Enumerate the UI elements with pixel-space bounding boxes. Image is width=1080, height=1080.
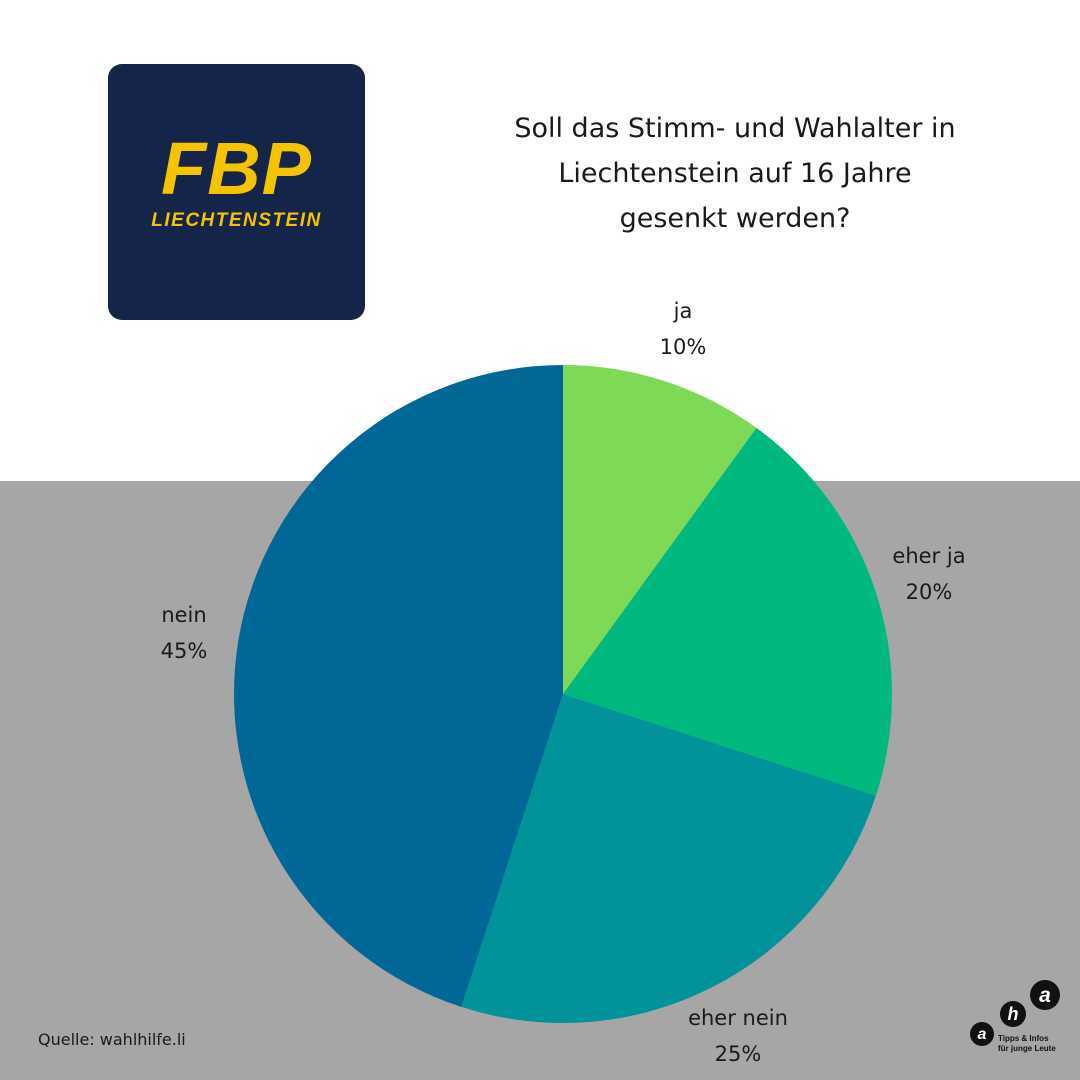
slice-name-eher-ja: eher ja	[892, 544, 966, 568]
aha-logo: a h a	[970, 980, 1060, 1046]
aha-tagline: Tipps & Infos für junge Leute	[998, 1034, 1056, 1054]
slice-value-nein: 45%	[160, 639, 208, 663]
fbp-logo-main: FBP	[161, 127, 312, 210]
slice-label-nein: nein 45%	[84, 597, 284, 669]
source-note: Quelle: wahlhilfe.li	[38, 1030, 186, 1049]
slice-label-eher-nein: eher nein 25%	[638, 1000, 838, 1072]
aha-letter-3: a	[1039, 984, 1051, 1007]
title-line-1: Soll das Stimm- und Wahlalter in	[514, 113, 956, 144]
aha-letter-1: a	[978, 1026, 987, 1043]
pie-slice-nein	[233, 365, 563, 1007]
slice-value-eher-nein: 25%	[714, 1042, 762, 1066]
fbp-logo-sub: LIECHTENSTEIN	[151, 210, 322, 231]
slice-value-eher-ja: 20%	[905, 580, 953, 604]
slice-value-ja: 10%	[659, 335, 707, 359]
slice-name-eher-nein: eher nein	[688, 1006, 788, 1030]
chart-title: Soll das Stimm- und Wahlalter in Liechte…	[470, 106, 1000, 241]
title-line-2: Liechtenstein auf 16 Jahre	[558, 158, 912, 189]
slice-name-nein: nein	[161, 603, 207, 627]
slice-label-ja: ja 10%	[583, 293, 783, 365]
aha-letter-2: h	[1008, 1004, 1019, 1024]
aha-tagline-1: Tipps & Infos	[998, 1034, 1049, 1043]
pie-slice-ja	[563, 365, 757, 694]
slice-name-ja: ja	[673, 299, 693, 323]
title-line-3: gesenkt werden?	[619, 203, 851, 234]
slice-label-eher-ja: eher ja 20%	[829, 538, 1029, 610]
pie-slice-eher-nein	[461, 694, 876, 1024]
pie-slice-eher-ja	[563, 427, 893, 796]
aha-tagline-2: für junge Leute	[998, 1044, 1056, 1053]
fbp-logo: FBP LIECHTENSTEIN	[108, 64, 365, 320]
